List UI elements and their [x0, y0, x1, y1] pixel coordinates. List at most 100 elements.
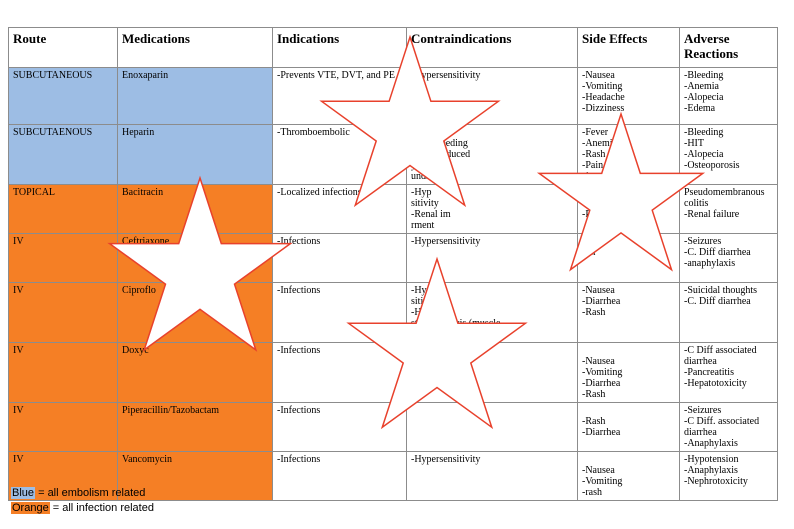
side-effects-line: -Diarrhea	[582, 427, 621, 438]
contraindications-line: eparin induced	[411, 149, 471, 160]
side-effects-line: -Rash	[582, 416, 606, 427]
adverse-reactions-line: -Renal failure	[684, 209, 740, 220]
table-row: IV Doxyc -Infections -Nausea -Vomiting -Diarr…	[8, 342, 778, 403]
indications-line: -Infections	[277, 236, 321, 247]
adverse-reactions-cell: -Bleeding -Anemia -Alopecia -Edema	[679, 67, 778, 125]
adverse-reactions-line: -Pancreatitis	[684, 367, 734, 378]
side-effects-line: -Headache	[582, 92, 625, 103]
contraindications-line: -Hypersensitivity	[411, 454, 481, 465]
side-effects-cell: -Nausea -Vomiting -Headache -Dizziness	[577, 67, 680, 125]
contraindications-cell: -Hypersensitivity	[406, 67, 578, 125]
side-effects-line: -Rash	[582, 389, 606, 400]
contraindications-line: unds	[411, 171, 430, 182]
adverse-reactions-line: -Nephrotoxicity	[684, 476, 748, 487]
side-effects-cell: -Nausea -Diarrhea -Rash	[577, 282, 680, 343]
side-effects-line: -Vomiting	[582, 81, 623, 92]
medication-cell: Piperacillin/Tazobactam	[117, 402, 273, 452]
table-row: TOPICAL Bacitracin -Localized infections -H…	[8, 184, 778, 234]
contraindications-line: olled bleeding	[411, 138, 468, 149]
contraindications-cell: -Hyp sitivity -Hx sthenia gravis (muscle we	[406, 282, 578, 343]
adverse-reactions-line: -Seizures	[684, 236, 722, 247]
indications-cell: -Infections	[272, 451, 407, 501]
adverse-reactions-line: -Hepatotoxicity	[684, 378, 747, 389]
indications-line: -Infections	[277, 405, 321, 416]
adverse-reactions-line: -Bleeding	[684, 127, 724, 138]
indications-line: -Infections	[277, 345, 321, 356]
contraindications-cell: -Hypersensitivity	[406, 451, 578, 501]
adverse-reactions-line: -Bleeding	[684, 70, 724, 81]
adverse-reactions-line: -Osteoporosis	[684, 160, 740, 171]
adverse-reactions-line: -Alopecia	[684, 92, 724, 103]
contraindications-cell: -Hyp sitivity -Renal im rment	[406, 184, 578, 234]
contraindications-cell: ivity olled bleeding eparin induced ytopeni…	[406, 124, 578, 185]
adverse-reactions-line: -C. Diff diarrhea	[684, 296, 751, 307]
adverse-reactions-cell: -Suicidal thoughts -C. Diff diarrhea	[679, 282, 778, 343]
indications-cell: -Infections	[272, 342, 407, 403]
route-cell: TOPICAL	[8, 184, 118, 234]
adverse-reactions-line: -C Diff. associated	[684, 416, 760, 427]
contraindications-line: -Hyp	[411, 187, 432, 198]
adverse-reactions-line: -C. Diff diarrhea	[684, 247, 751, 258]
indications-line: -Localized infections	[277, 187, 362, 198]
indications-cell: -Prevents VTE, DVT, and PE	[272, 67, 407, 125]
side-effects-line: -Pain a	[582, 160, 611, 171]
indications-cell: -Localized infections	[272, 184, 407, 234]
contraindications-line: -Hyp	[411, 285, 432, 296]
contraindications-line: -Renal im	[411, 209, 451, 220]
table-row: SUBCUTANEOUS Enoxaparin -Prevents VTE, DVT…	[8, 67, 778, 125]
header-medications: Medications	[117, 27, 273, 68]
adverse-reactions-cell: -C Diff associated diarrhea -Pancreatitis -…	[679, 342, 778, 403]
adverse-reactions-cell: -Seizures -C. Diff diarrhea -anaphylaxis	[679, 233, 778, 283]
header-indications: Indications	[272, 27, 407, 68]
medication-cell: Doxyc	[117, 342, 273, 403]
side-effects-line: -Dizziness	[582, 103, 625, 114]
side-effects-line: -Diarrhea	[582, 296, 621, 307]
side-effects-cell: ea ash	[577, 233, 680, 283]
indications-cell: -Thromboembolic	[272, 124, 407, 185]
contraindications-line: we	[411, 329, 423, 340]
side-effects-line: -P	[582, 209, 591, 220]
legend-blue-text: = all embolism related	[35, 487, 146, 499]
legend-blue: Blue = all embolism related	[11, 487, 145, 499]
indications-line: -Infections	[277, 285, 321, 296]
adverse-reactions-line: diarrhea	[684, 427, 717, 438]
adverse-reactions-line: -anaphylaxis	[684, 258, 736, 269]
adverse-reactions-line: -Anemia	[684, 81, 719, 92]
route-cell: IV	[8, 233, 118, 283]
adverse-reactions-line: -Alopecia	[684, 149, 724, 160]
header-contraindications: Contraindications	[406, 27, 578, 68]
adverse-reactions-line: -Hypotension	[684, 454, 739, 465]
adverse-reactions-line: -C Diff associated	[684, 345, 757, 356]
side-effects-line: -Nausea	[582, 356, 615, 367]
indications-cell: -Infections	[272, 233, 407, 283]
adverse-reactions-line: colitis	[684, 198, 709, 209]
legend-orange: Orange = all infection related	[11, 502, 154, 514]
contraindications-line: sitivity	[411, 198, 439, 209]
route-cell: IV	[8, 402, 118, 452]
contraindications-line: sthenia gravis (muscle	[411, 318, 501, 329]
medication-cell: Ceftriaxone	[117, 233, 273, 283]
side-effects-line: -Nausea	[582, 70, 615, 81]
side-effects-cell: -Nausea -Vomiting -rash	[577, 451, 680, 501]
route-cell: SUBCUTANEOUS	[8, 67, 118, 125]
adverse-reactions-cell: -Seizures -C Diff. associated diarrhea -Ana…	[679, 402, 778, 452]
side-effects-line: -Ra	[582, 198, 597, 209]
side-effects-line: -Fever	[582, 127, 609, 138]
contraindications-cell: -Hypersensitivity	[406, 233, 578, 283]
medication-cell: Enoxaparin	[117, 67, 273, 125]
legend-orange-swatch: Orange	[11, 502, 50, 514]
side-effects-line: -Diarrhea	[582, 378, 621, 389]
adverse-reactions-cell: -Hypotension -Anaphylaxis -Nephrotoxicity	[679, 451, 778, 501]
adverse-reactions-line: -Suicidal thoughts	[684, 285, 758, 296]
side-effects-cell: - -Ra -P	[577, 184, 680, 234]
indications-cell: -Infections	[272, 282, 407, 343]
adverse-reactions-cell: -Bleeding -HIT -Alopecia -Osteoporosis	[679, 124, 778, 185]
side-effects-line: -	[582, 187, 586, 198]
medication-table: Route Medications Indications Contraindi…	[8, 27, 778, 501]
side-effects-line: -Rash	[582, 307, 606, 318]
side-effects-line: -Nausea	[582, 465, 615, 476]
side-effects-line: -Vomiting	[582, 367, 623, 378]
side-effects-line: site	[582, 171, 596, 182]
side-effects-cell: -Fever -Anemi -Rash -Pain a site	[577, 124, 680, 185]
adverse-reactions-line: -Anaphylaxis	[684, 465, 738, 476]
